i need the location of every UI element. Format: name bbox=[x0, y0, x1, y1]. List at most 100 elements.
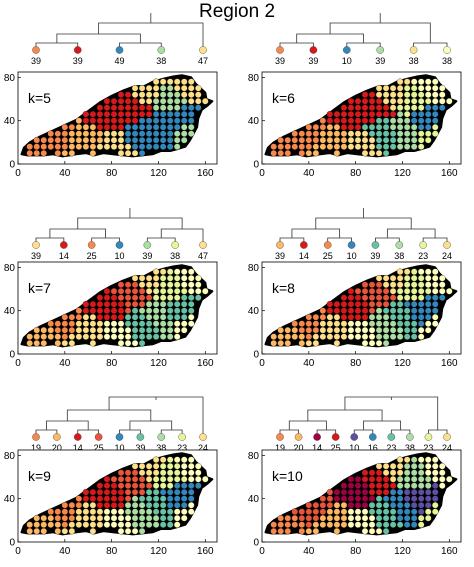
station-point bbox=[382, 97, 390, 105]
station-point bbox=[152, 475, 160, 483]
station-point bbox=[424, 130, 432, 137]
station-point bbox=[403, 287, 411, 295]
station-point bbox=[431, 91, 439, 98]
station-point bbox=[284, 521, 292, 528]
dendrogram-leaf-label: 39 bbox=[142, 251, 152, 261]
station-point bbox=[117, 333, 125, 340]
station-point bbox=[180, 508, 188, 515]
station-point bbox=[417, 514, 425, 522]
station-point bbox=[361, 333, 369, 340]
station-point bbox=[187, 456, 195, 463]
station-point bbox=[410, 495, 418, 502]
station-point bbox=[124, 130, 132, 137]
station-point bbox=[326, 495, 334, 502]
station-point bbox=[403, 521, 411, 528]
station-point bbox=[138, 313, 146, 321]
station-point bbox=[284, 136, 292, 144]
station-point bbox=[431, 274, 439, 282]
dendrogram-leaf-marker bbox=[424, 433, 433, 441]
station-point bbox=[347, 287, 355, 295]
station-point bbox=[284, 149, 292, 157]
station-point bbox=[396, 117, 404, 124]
station-point bbox=[361, 508, 369, 515]
station-point bbox=[410, 300, 418, 308]
station-point bbox=[333, 136, 341, 144]
station-point bbox=[361, 130, 369, 137]
station-point bbox=[312, 527, 320, 535]
station-point bbox=[103, 326, 111, 334]
station-point bbox=[396, 501, 404, 509]
station-point bbox=[424, 294, 432, 301]
panel-label: k=7 bbox=[28, 280, 51, 296]
station-point bbox=[173, 294, 181, 301]
station-point bbox=[166, 91, 174, 98]
station-point bbox=[291, 130, 299, 137]
station-point bbox=[173, 501, 181, 509]
x-tick-label: 40 bbox=[59, 546, 71, 557]
station-point bbox=[138, 339, 146, 347]
station-point bbox=[361, 307, 369, 314]
station-point bbox=[446, 475, 453, 483]
station-point bbox=[152, 495, 160, 502]
station-point bbox=[103, 294, 111, 301]
station-point bbox=[277, 149, 284, 157]
station-point bbox=[131, 521, 139, 528]
dendrogram-leaf-marker bbox=[115, 241, 124, 249]
dendrogram-leaf-label: 14 bbox=[299, 251, 309, 261]
station-point bbox=[347, 333, 355, 340]
station-point bbox=[354, 495, 362, 502]
station-point bbox=[47, 326, 55, 334]
station-point bbox=[375, 130, 383, 137]
station-point bbox=[138, 97, 146, 105]
station-point bbox=[375, 501, 383, 509]
station-point bbox=[75, 117, 83, 124]
station-point bbox=[47, 143, 55, 150]
station-point bbox=[424, 300, 432, 308]
station-point bbox=[333, 117, 341, 124]
station-point bbox=[382, 143, 390, 150]
station-point bbox=[145, 287, 153, 295]
station-point bbox=[361, 300, 369, 308]
dendrogram-leaf-marker bbox=[294, 433, 303, 441]
station-point bbox=[305, 333, 313, 340]
station-point bbox=[82, 514, 90, 522]
station-point bbox=[396, 313, 404, 321]
station-point bbox=[382, 475, 390, 483]
station-point bbox=[166, 110, 174, 118]
station-point bbox=[180, 469, 188, 476]
station-point bbox=[187, 97, 195, 105]
station-point bbox=[152, 130, 160, 137]
station-point bbox=[173, 91, 181, 98]
station-point bbox=[396, 91, 404, 98]
dendrogram-branch bbox=[46, 420, 89, 430]
station-point bbox=[166, 482, 174, 489]
station-point bbox=[326, 521, 334, 528]
station-point bbox=[131, 462, 139, 470]
station-point bbox=[110, 488, 118, 496]
station-point bbox=[89, 521, 97, 528]
station-point bbox=[82, 501, 90, 509]
station-point bbox=[403, 136, 411, 144]
station-point bbox=[103, 143, 111, 150]
dendrogram-leaf-label: 38 bbox=[170, 251, 180, 261]
station-point bbox=[180, 268, 188, 275]
station-point bbox=[195, 482, 202, 489]
station-point bbox=[159, 488, 167, 496]
station-point bbox=[326, 326, 334, 334]
station-point bbox=[138, 307, 146, 314]
station-point bbox=[131, 91, 139, 98]
station-point bbox=[410, 294, 418, 301]
station-point bbox=[68, 136, 76, 144]
station-point bbox=[312, 326, 320, 334]
station-point bbox=[131, 149, 139, 157]
station-point bbox=[195, 294, 202, 301]
station-point bbox=[284, 514, 292, 522]
station-point bbox=[439, 274, 446, 282]
dendrogram-leaf-label: 20 bbox=[294, 443, 304, 453]
station-point bbox=[270, 333, 277, 340]
station-point bbox=[187, 313, 195, 321]
station-point bbox=[340, 495, 348, 502]
station-point bbox=[152, 143, 160, 150]
station-point bbox=[180, 274, 188, 282]
station-point bbox=[180, 294, 188, 301]
